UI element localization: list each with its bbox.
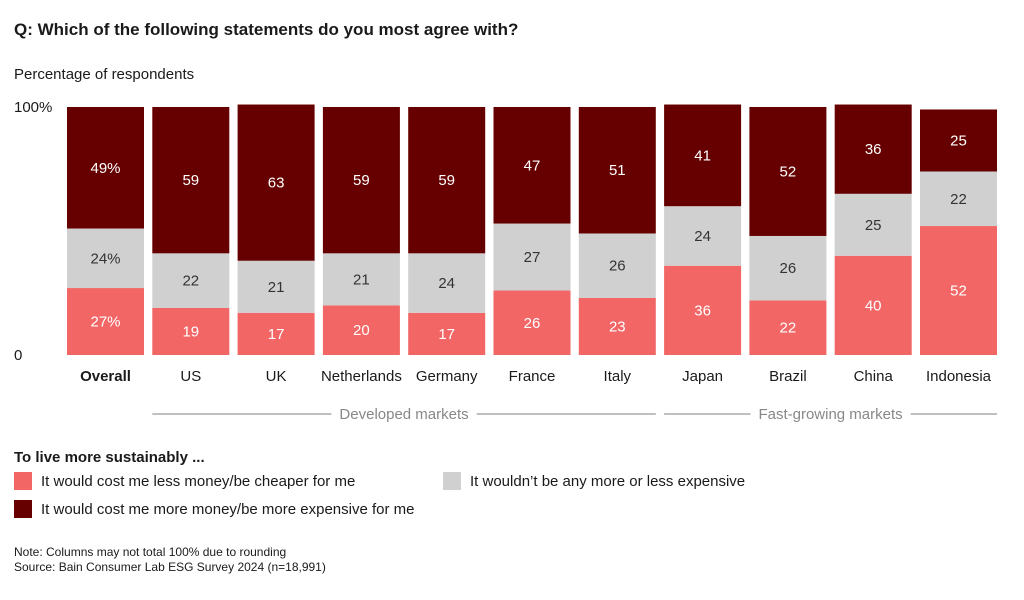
data-label: 41 bbox=[694, 147, 711, 164]
bar-segment-cheaper bbox=[749, 300, 827, 355]
bar-segment-more_expensive bbox=[578, 107, 656, 234]
data-label: 47 bbox=[524, 157, 541, 174]
bar-segment-more_expensive bbox=[408, 107, 486, 254]
data-label: 26 bbox=[609, 258, 626, 275]
chart-source: Source: Bain Consumer Lab ESG Survey 202… bbox=[14, 560, 326, 574]
data-label: 23 bbox=[609, 318, 626, 335]
data-label: 21 bbox=[268, 279, 285, 296]
data-label: 24 bbox=[438, 275, 455, 292]
bar-segment-neutral bbox=[67, 228, 144, 289]
data-label: 17 bbox=[438, 326, 455, 343]
data-label: 17 bbox=[268, 326, 285, 343]
bar-segment-neutral bbox=[237, 260, 315, 313]
bar-segment-more_expensive bbox=[664, 104, 742, 207]
legend-swatch-more-expensive bbox=[14, 500, 32, 518]
bar-segment-cheaper bbox=[408, 312, 486, 355]
bar-segment-more_expensive bbox=[67, 107, 144, 229]
data-label: 49% bbox=[90, 160, 120, 177]
bar-segment-neutral bbox=[749, 235, 827, 301]
bar-segment-cheaper bbox=[493, 290, 571, 355]
data-label: 25 bbox=[950, 132, 967, 149]
data-label: 51 bbox=[609, 162, 626, 179]
bar-segment-neutral bbox=[920, 171, 997, 227]
legend-item-more-expensive: It would cost me more money/be more expe… bbox=[14, 500, 415, 518]
bar-segment-more_expensive bbox=[920, 109, 997, 172]
x-tick-label: China bbox=[854, 368, 894, 385]
data-label: 59 bbox=[182, 172, 199, 189]
bar-segment-more_expensive bbox=[493, 107, 571, 224]
legend-swatch-neutral bbox=[443, 472, 461, 490]
data-label: 22 bbox=[182, 273, 199, 290]
data-label: 19 bbox=[182, 323, 199, 340]
chart-subtitle: Percentage of respondents bbox=[14, 66, 195, 83]
group-label: Fast-growing markets bbox=[758, 406, 902, 423]
legend-label-cheaper: It would cost me less money/be cheaper f… bbox=[41, 472, 356, 490]
chart-note: Note: Columns may not total 100% due to … bbox=[14, 545, 287, 559]
x-tick-label: Japan bbox=[682, 368, 723, 385]
legend-swatch-cheaper bbox=[14, 472, 32, 490]
bar-segment-neutral bbox=[664, 206, 742, 266]
data-label: 52 bbox=[950, 283, 967, 300]
bar-segment-cheaper bbox=[664, 265, 742, 355]
bar-segment-cheaper bbox=[152, 307, 230, 355]
stacked-bar-chart: 0 100% 27% 24% 49% Overall 19 22 59 US 17 21 63 UK 20 2… bbox=[14, 99, 997, 423]
legend-label-neutral: It wouldn’t be any more or less expensiv… bbox=[470, 472, 746, 490]
data-label: 36 bbox=[694, 302, 711, 319]
data-label: 20 bbox=[353, 322, 370, 339]
data-label: 63 bbox=[268, 175, 285, 192]
bar-segment-more_expensive bbox=[834, 104, 912, 194]
bar-segment-cheaper bbox=[578, 297, 656, 355]
x-tick-label: Italy bbox=[604, 368, 632, 385]
x-tick-label: Germany bbox=[416, 368, 478, 385]
bar-segment-neutral bbox=[152, 253, 230, 308]
data-label: 59 bbox=[438, 172, 455, 189]
y-tick-label: 0 bbox=[14, 347, 22, 364]
legend-item-neutral: It wouldn’t be any more or less expensiv… bbox=[443, 472, 745, 490]
bar-segment-neutral bbox=[322, 253, 400, 306]
bar-segment-more_expensive bbox=[322, 107, 400, 254]
data-label: 26 bbox=[780, 260, 797, 277]
bar-segment-cheaper bbox=[834, 255, 912, 355]
bar-segment-cheaper bbox=[322, 305, 400, 355]
bar-segment-more_expensive bbox=[749, 107, 827, 236]
bar-segment-cheaper bbox=[67, 288, 144, 355]
x-tick-label: Netherlands bbox=[321, 368, 402, 385]
bar-segment-neutral bbox=[578, 233, 656, 298]
data-label: 52 bbox=[780, 163, 797, 180]
bar-segment-cheaper bbox=[920, 226, 997, 355]
data-label: 24% bbox=[90, 250, 120, 267]
data-label: 27 bbox=[524, 249, 541, 266]
x-tick-label: Indonesia bbox=[926, 368, 992, 385]
x-tick-label: UK bbox=[266, 368, 287, 385]
x-tick-label: Brazil bbox=[769, 368, 807, 385]
chart-title: Q: Which of the following statements do … bbox=[14, 20, 519, 39]
y-tick-label: 100% bbox=[14, 99, 52, 116]
x-tick-label: Overall bbox=[80, 368, 131, 385]
bar-segment-neutral bbox=[834, 193, 912, 256]
data-label: 59 bbox=[353, 172, 370, 189]
legend-heading: To live more sustainably ... bbox=[14, 449, 205, 466]
data-label: 24 bbox=[694, 228, 711, 245]
data-label: 40 bbox=[865, 297, 882, 314]
data-label: 26 bbox=[524, 315, 541, 332]
bar-segment-more_expensive bbox=[237, 104, 315, 261]
bar-segment-neutral bbox=[408, 253, 486, 313]
data-label: 36 bbox=[865, 141, 882, 158]
legend-label-more-expensive: It would cost me more money/be more expe… bbox=[41, 500, 415, 518]
bar-segment-cheaper bbox=[237, 312, 315, 355]
bar-segment-neutral bbox=[493, 223, 571, 291]
data-label: 25 bbox=[865, 217, 882, 234]
legend-item-cheaper: It would cost me less money/be cheaper f… bbox=[14, 472, 355, 490]
x-tick-label: US bbox=[180, 368, 201, 385]
data-label: 22 bbox=[950, 191, 967, 208]
group-label: Developed markets bbox=[339, 406, 468, 423]
bar-segment-more_expensive bbox=[152, 107, 230, 254]
data-label: 27% bbox=[90, 314, 120, 331]
data-label: 21 bbox=[353, 271, 370, 288]
data-label: 22 bbox=[780, 320, 797, 337]
x-tick-label: France bbox=[509, 368, 556, 385]
